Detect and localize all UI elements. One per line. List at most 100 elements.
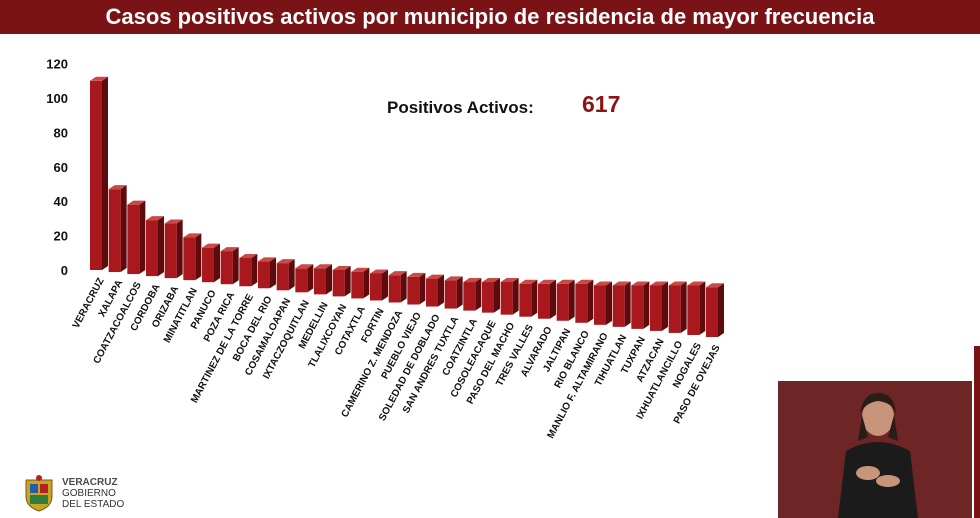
bar [127,204,140,275]
bar [388,275,401,303]
bar [426,278,438,307]
kpi-label: Positivos Activos: [387,98,534,117]
bar [538,283,550,319]
bar [407,276,420,305]
bar [202,247,214,283]
bar [687,285,700,335]
bar-side [232,247,239,285]
bar-top [239,253,258,258]
coat-of-arms-icon [25,475,53,512]
bar-side [456,276,463,309]
bar-top [388,271,407,276]
bar [668,285,681,333]
bar-top [519,279,538,284]
y-tick-label: 0 [61,263,68,278]
bar [500,282,513,315]
title-bar: Casos positivos activos por municipio de… [0,0,980,34]
bar-top [258,257,276,262]
bar-side [176,219,183,279]
bar-side [214,243,220,283]
bar-chart: 020406080100120VERACRUZXALAPACOATZACOALC… [46,57,724,441]
bar-top [127,200,146,205]
bar-top [220,247,239,252]
logo-line-3: DEL ESTADO [62,498,125,510]
bar [108,189,121,273]
bar-side [419,272,426,305]
logo-line-1: VERACRUZ [62,476,118,488]
bar [295,268,308,293]
bar-top [276,259,295,264]
bar [314,268,326,295]
bar-top [482,278,500,283]
bar-side [512,278,519,315]
bar-side [344,266,351,297]
bar-side [102,76,108,270]
bar-side [494,278,500,313]
interpreter-figure-icon [778,381,972,518]
bar-top [594,281,612,286]
bar-top [575,279,594,284]
bar [706,287,718,337]
bar [183,237,196,281]
bar [463,282,476,311]
bar-side [699,281,706,335]
bar [239,257,252,287]
bar-top [146,216,164,221]
bar-top [407,272,426,277]
y-tick-label: 80 [54,125,68,140]
kpi-value: 617 [582,91,621,117]
bar [370,273,382,301]
bar-side [718,283,724,337]
bar-side [326,264,332,295]
bar-top [332,266,351,270]
bar-top [202,243,220,248]
bar [556,283,569,321]
logo-line-2: GOBIERNO [62,487,116,499]
bar-side [587,279,594,323]
bar-top [164,219,183,224]
y-tick-label: 100 [46,91,68,106]
bar [650,285,662,331]
bar [258,261,270,289]
y-tick-label: 120 [46,57,68,72]
bar [332,270,345,297]
bar-top [426,274,444,279]
bar [575,283,588,323]
bar-top [650,281,668,286]
bar [90,80,102,270]
logo-text: VERACRUZ GOBIERNO DEL ESTADO [62,477,124,510]
bar-side [288,259,295,291]
bar-side [643,281,650,329]
bar-side [270,257,276,289]
bar-top [370,269,388,274]
bar-top [631,281,650,286]
bar-top [538,279,556,284]
bar [276,263,289,291]
bar [164,223,177,279]
bar-top [444,276,463,281]
bar [146,220,158,277]
bar-top [90,76,108,81]
bar-side [531,279,538,317]
bar-side [120,185,127,273]
bar-top [351,267,370,272]
bar [351,271,364,299]
bar-side [307,264,314,293]
bar-side [251,253,258,287]
bar [444,280,457,309]
bar-side [158,216,164,277]
bar [220,251,233,285]
y-tick-label: 40 [54,194,68,209]
bar-side [550,279,556,319]
bar-top [463,278,482,283]
bar [612,285,625,327]
bar-top [612,281,631,286]
y-tick-label: 20 [54,229,68,244]
frame-edge [974,346,980,518]
bar [594,285,606,325]
bar-side [606,281,612,325]
bar [482,282,494,313]
bar-top [108,185,127,190]
bar-side [475,278,482,311]
bar-side [680,281,687,333]
